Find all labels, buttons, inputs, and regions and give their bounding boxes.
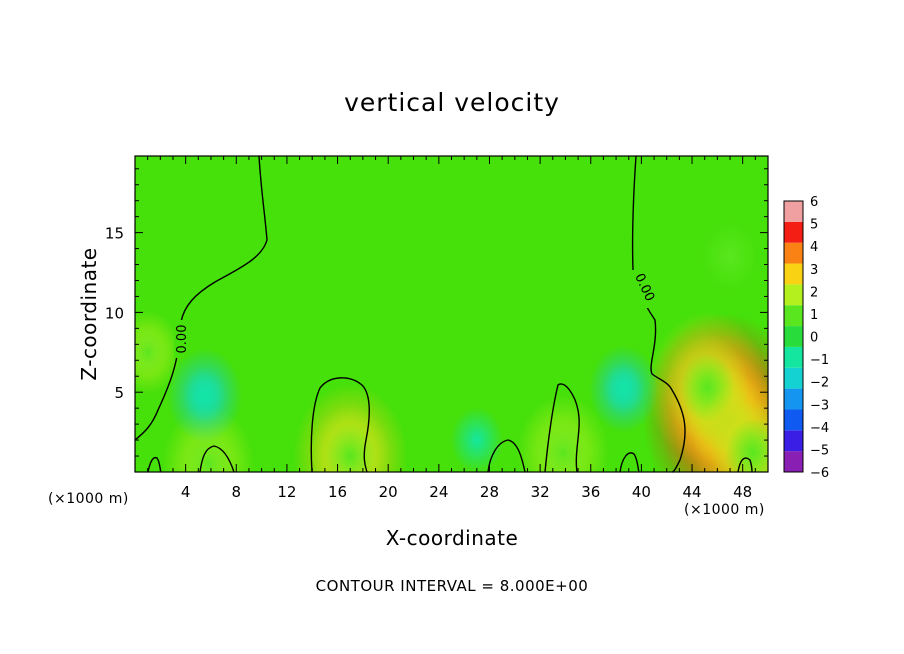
- field-blob-7: [603, 363, 645, 415]
- colorbar-swatch: [784, 388, 803, 410]
- y-tick-label: 5: [114, 384, 124, 402]
- field-blob-9: [135, 327, 168, 377]
- x-tick-label: 20: [379, 483, 398, 501]
- contour-label-bg-left: [174, 320, 188, 358]
- zero-contour-cell-40: [619, 452, 640, 473]
- chart-title: vertical velocity: [344, 88, 560, 117]
- zero-contour-cell-29: [487, 439, 526, 473]
- colorbar-swatch: [784, 284, 803, 306]
- x-tick-label: 32: [531, 483, 550, 501]
- colorbar-swatch: [784, 346, 803, 368]
- y-axis-label: Z-coordinate: [77, 247, 101, 380]
- colorbar-swatch: [784, 409, 803, 431]
- x-tick-label: 8: [232, 483, 242, 501]
- colorbar-label: 4: [810, 240, 818, 255]
- colorbar-swatch: [784, 221, 803, 243]
- colorbar-label: −2: [810, 376, 829, 391]
- colorbar-frame: [783, 200, 804, 473]
- colorbar-swatch: [784, 326, 803, 347]
- colorbar-label: 6: [810, 195, 818, 210]
- zero-contour-right: [631, 155, 686, 473]
- x-unit-left: (×1000 m): [48, 491, 129, 507]
- field-blob-4: [536, 418, 590, 472]
- x-unit-right: (×1000 m): [684, 502, 765, 518]
- zero-contour-left: [134, 155, 268, 441]
- contour-interval-label: CONTOUR INTERVAL = 8.000E+00: [315, 577, 589, 595]
- x-tick-label: 4: [181, 483, 191, 501]
- contour-label-bg-right: [630, 270, 652, 308]
- x-tick-label: 40: [632, 483, 651, 501]
- colorbar-label: −4: [810, 421, 829, 436]
- field-blob-8: [450, 407, 504, 472]
- zero-contour-cell-6: [199, 445, 235, 473]
- zero-contour-cell-49: [737, 457, 753, 473]
- colorbar-swatch: [784, 367, 803, 389]
- field-blob-2: [725, 418, 768, 472]
- colorbar-swatch: [784, 201, 803, 222]
- y-tick-label: 15: [105, 225, 124, 243]
- colorbar-label: −1: [810, 353, 829, 368]
- x-tick-label: 12: [277, 483, 296, 501]
- x-axis-label: X-coordinate: [385, 526, 519, 550]
- colorbar-swatch: [784, 305, 803, 327]
- contour-label-left: 0.00: [175, 325, 190, 354]
- field-blob-6: [182, 367, 227, 424]
- colorbar-label: 5: [810, 218, 818, 233]
- colorbar-swatch: [784, 263, 803, 285]
- x-tick-label: 24: [429, 483, 448, 501]
- x-tick-label: 28: [480, 483, 499, 501]
- colorbar-swatch: [784, 242, 803, 264]
- colorbar-swatch: [784, 430, 803, 452]
- colorbar-swatch: [784, 451, 803, 472]
- colorbar-label: 3: [810, 263, 818, 278]
- colorbar-label: −3: [810, 398, 829, 413]
- zero-contour-cell-16: [310, 377, 370, 473]
- colorbar-label: 1: [810, 308, 818, 323]
- field-blob-3: [324, 422, 377, 472]
- colorbar-label: 2: [810, 285, 818, 300]
- colorbar-label: 0: [810, 331, 818, 346]
- zero-contour-cell-34: [544, 383, 580, 473]
- colorbar-label: −5: [810, 443, 829, 458]
- x-tick-label: 48: [733, 483, 752, 501]
- x-tick-label: 16: [328, 483, 347, 501]
- field-features: [135, 221, 768, 472]
- y-tick-label: 10: [105, 304, 124, 322]
- colorbar-label: −6: [810, 466, 829, 481]
- x-tick-label: 36: [581, 483, 600, 501]
- x-tick-label: 44: [682, 483, 701, 501]
- field-blob-10: [702, 221, 758, 292]
